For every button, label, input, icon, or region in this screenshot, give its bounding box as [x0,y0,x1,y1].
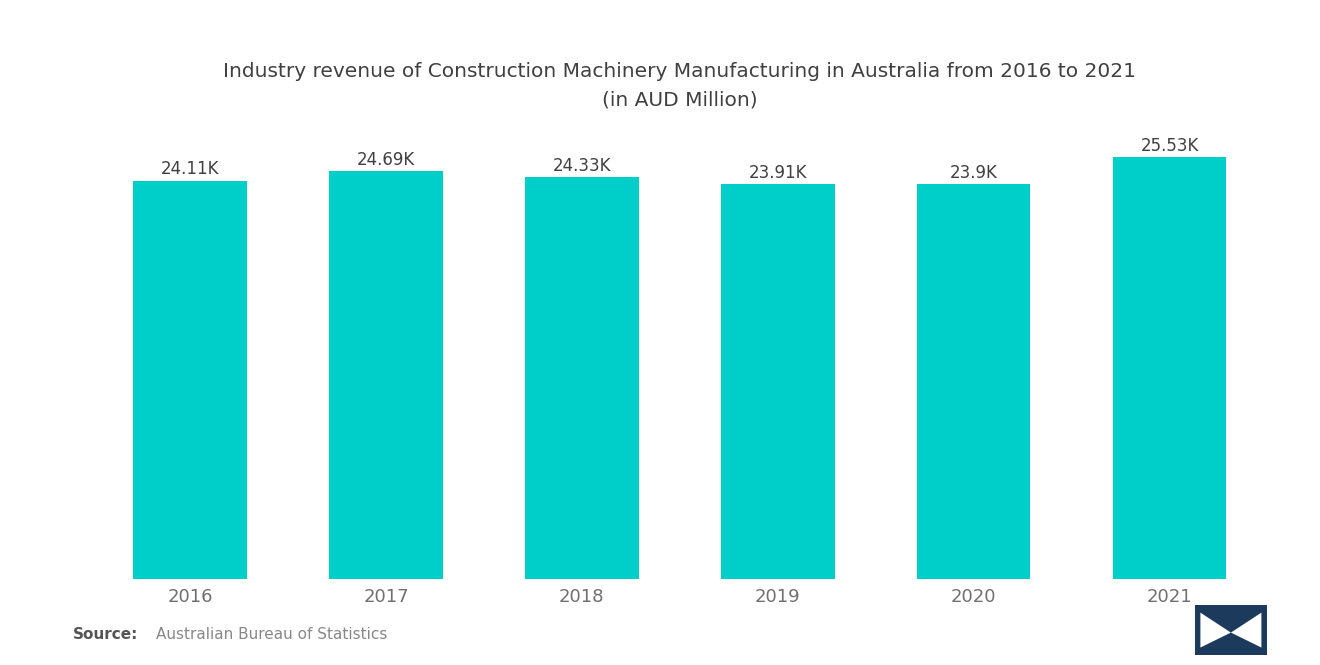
Bar [329,171,442,579]
Bar [133,181,247,579]
Polygon shape [1232,612,1262,648]
Text: Australian Bureau of Statistics: Australian Bureau of Statistics [156,626,387,642]
Text: 24.11K: 24.11K [161,160,219,178]
Bar [917,184,1031,579]
Title: Industry revenue of Construction Machinery Manufacturing in Australia from 2016 : Industry revenue of Construction Machine… [223,63,1137,109]
Bar [721,184,834,579]
Bar [525,177,639,579]
Text: Source:: Source: [73,626,139,642]
Text: 23.91K: 23.91K [748,164,807,182]
Bar [1113,157,1226,579]
FancyBboxPatch shape [1195,605,1267,655]
Polygon shape [1200,612,1232,648]
Text: 23.9K: 23.9K [949,164,998,182]
Text: 24.33K: 24.33K [553,156,611,175]
Text: 24.69K: 24.69K [356,151,414,169]
Text: 25.53K: 25.53K [1140,137,1199,155]
